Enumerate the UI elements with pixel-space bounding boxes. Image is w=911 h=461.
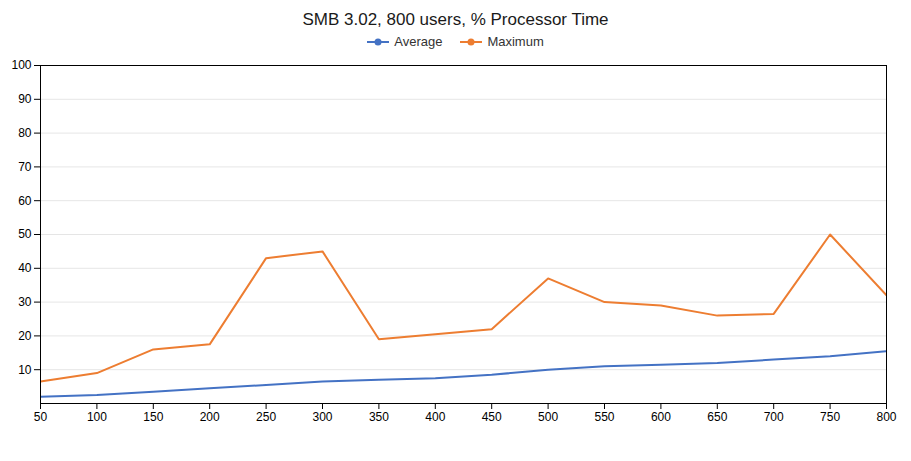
- svg-text:50: 50: [34, 410, 48, 424]
- svg-text:70: 70: [18, 160, 32, 174]
- svg-text:500: 500: [538, 410, 558, 424]
- svg-text:100: 100: [87, 410, 107, 424]
- svg-text:100: 100: [11, 58, 31, 72]
- svg-text:550: 550: [594, 410, 614, 424]
- svg-text:400: 400: [425, 410, 445, 424]
- html-text:Maximum: Maximum: [487, 34, 544, 49]
- svg-text:200: 200: [200, 410, 220, 424]
- svg-text:250: 250: [256, 410, 276, 424]
- svg-text:50: 50: [18, 227, 32, 241]
- svg-text:80: 80: [18, 126, 32, 140]
- svg-text:800: 800: [876, 410, 896, 424]
- svg-text:90: 90: [18, 92, 32, 106]
- svg-text:650: 650: [707, 410, 727, 424]
- svg-text:20: 20: [18, 329, 32, 343]
- svg-text:350: 350: [369, 410, 389, 424]
- svg-text:150: 150: [143, 410, 163, 424]
- svg-text:750: 750: [820, 410, 840, 424]
- svg-text:40: 40: [18, 261, 32, 275]
- svg-text:700: 700: [764, 410, 784, 424]
- svg-text:600: 600: [651, 410, 671, 424]
- svg-text:60: 60: [18, 194, 32, 208]
- svg-text:450: 450: [482, 410, 502, 424]
- svg-text:300: 300: [312, 410, 332, 424]
- svg-text:10: 10: [18, 363, 32, 377]
- svg-text:30: 30: [18, 295, 32, 309]
- html-text:SMB 3.02, 800 users, % Process: SMB 3.02, 800 users, % Processor Time: [302, 10, 609, 29]
- html-text:Average: Average: [394, 34, 443, 49]
